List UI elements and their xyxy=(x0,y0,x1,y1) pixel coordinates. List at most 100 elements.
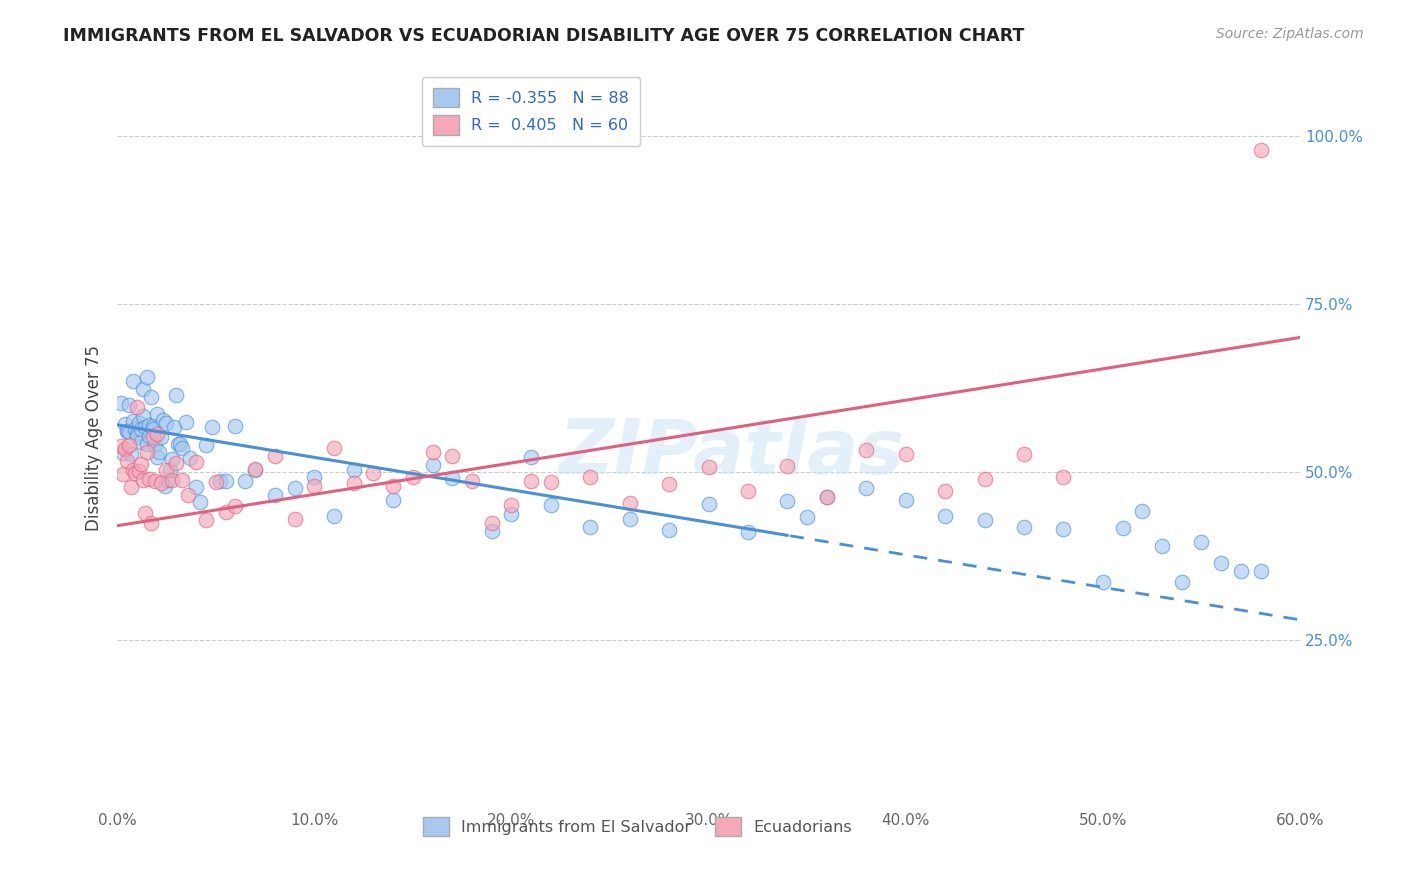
Point xyxy=(1091,575,1114,590)
Point xyxy=(1150,539,1173,553)
Point xyxy=(1211,556,1233,570)
Point xyxy=(343,476,366,491)
Point xyxy=(142,430,165,444)
Point xyxy=(112,467,135,482)
Point xyxy=(162,451,184,466)
Point xyxy=(815,490,838,504)
Point xyxy=(284,512,307,526)
Point xyxy=(124,466,146,480)
Point xyxy=(155,463,177,477)
Point xyxy=(243,462,266,476)
Point xyxy=(132,409,155,423)
Point xyxy=(143,475,166,489)
Point xyxy=(184,480,207,494)
Point xyxy=(737,525,759,540)
Point xyxy=(138,472,160,486)
Point xyxy=(441,471,464,485)
Point xyxy=(135,437,157,451)
Point xyxy=(138,417,160,432)
Point xyxy=(1012,520,1035,534)
Point xyxy=(110,396,132,410)
Point xyxy=(165,388,187,402)
Point xyxy=(697,497,720,511)
Point xyxy=(184,455,207,469)
Point xyxy=(363,466,385,480)
Point xyxy=(402,470,425,484)
Point xyxy=(934,508,956,523)
Point xyxy=(128,464,150,478)
Point xyxy=(188,495,211,509)
Point xyxy=(115,425,138,439)
Point xyxy=(264,449,287,463)
Point xyxy=(520,474,543,488)
Point xyxy=(343,463,366,477)
Point xyxy=(973,513,995,527)
Point xyxy=(501,507,523,521)
Point xyxy=(110,439,132,453)
Point xyxy=(619,512,641,526)
Point xyxy=(115,425,138,439)
Point xyxy=(658,523,681,537)
Point xyxy=(520,450,543,464)
Point xyxy=(224,419,246,434)
Text: Source: ZipAtlas.com: Source: ZipAtlas.com xyxy=(1216,27,1364,41)
Point xyxy=(128,416,150,430)
Point xyxy=(1230,564,1253,578)
Point xyxy=(1012,447,1035,461)
Y-axis label: Disability Age Over 75: Disability Age Over 75 xyxy=(86,345,103,532)
Point xyxy=(233,475,256,489)
Point xyxy=(973,472,995,486)
Point xyxy=(132,382,155,396)
Point xyxy=(224,499,246,513)
Point xyxy=(172,473,194,487)
Point xyxy=(145,450,167,464)
Point xyxy=(145,407,167,421)
Point xyxy=(142,422,165,436)
Point xyxy=(149,430,172,444)
Point xyxy=(122,374,145,388)
Point xyxy=(501,498,523,512)
Point xyxy=(134,420,156,434)
Point xyxy=(796,510,818,524)
Point xyxy=(114,417,136,432)
Point xyxy=(177,487,200,501)
Point xyxy=(540,475,562,489)
Point xyxy=(129,435,152,450)
Point xyxy=(540,498,562,512)
Point xyxy=(169,437,191,451)
Point xyxy=(194,512,217,526)
Point xyxy=(579,520,602,534)
Point xyxy=(124,422,146,436)
Point xyxy=(149,475,172,490)
Point xyxy=(155,416,177,430)
Point xyxy=(118,425,141,439)
Point xyxy=(194,438,217,452)
Point xyxy=(153,479,176,493)
Point xyxy=(118,398,141,412)
Point xyxy=(855,481,877,495)
Point xyxy=(148,445,170,459)
Point xyxy=(461,474,484,488)
Point xyxy=(167,437,190,451)
Point xyxy=(157,473,180,487)
Point xyxy=(179,450,201,465)
Point xyxy=(112,446,135,460)
Point xyxy=(174,415,197,429)
Point xyxy=(118,438,141,452)
Point xyxy=(441,449,464,463)
Point xyxy=(481,524,503,538)
Point xyxy=(134,507,156,521)
Point xyxy=(115,453,138,467)
Point xyxy=(304,479,326,493)
Point xyxy=(855,443,877,458)
Legend: Immigrants from El Salvador, Ecuadorians: Immigrants from El Salvador, Ecuadorians xyxy=(415,809,860,845)
Point xyxy=(579,469,602,483)
Point xyxy=(129,457,152,471)
Point xyxy=(135,370,157,384)
Point xyxy=(152,413,174,427)
Point xyxy=(422,458,444,473)
Point xyxy=(1191,535,1213,549)
Point xyxy=(894,493,917,508)
Point xyxy=(165,456,187,470)
Point xyxy=(143,438,166,452)
